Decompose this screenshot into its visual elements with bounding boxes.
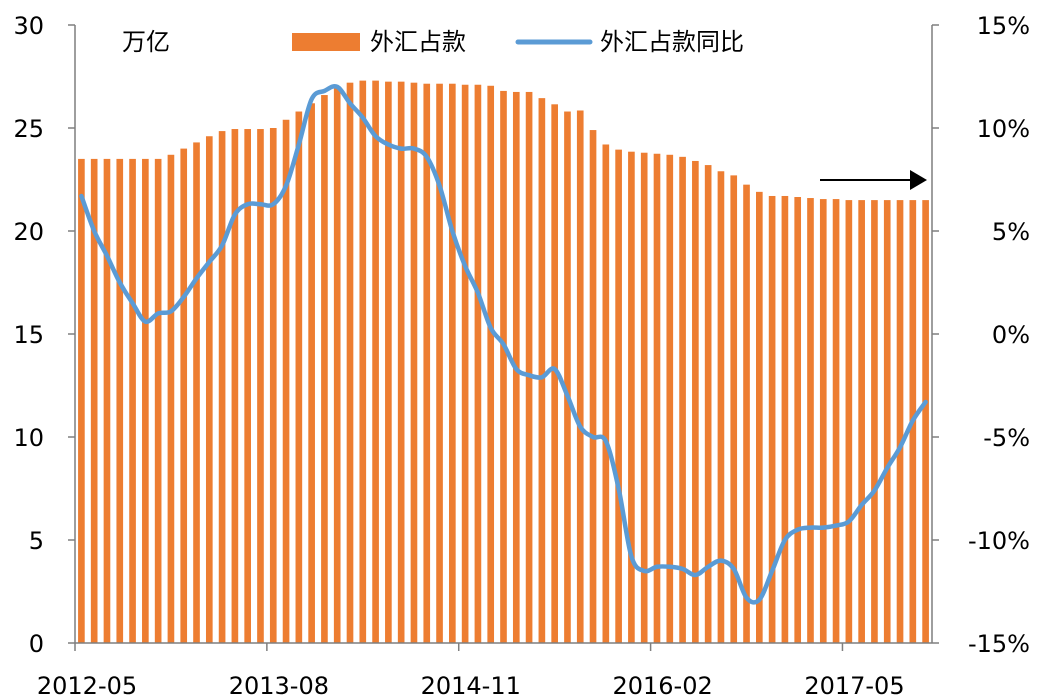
bar-2015-07 [564,111,571,643]
bar-2016-09 [743,184,750,643]
bar-2016-02 [653,153,661,643]
right-tick-label: -10% [968,527,1030,555]
left-tick-label: 0 [29,630,44,658]
bar-2014-03 [359,80,367,644]
bar-series [78,80,929,644]
bar-2015-11 [615,149,622,643]
bar-2013-09 [282,119,290,643]
bar-2016-04 [679,156,686,643]
bar-2013-01 [180,148,188,643]
line-series-yoy [79,84,928,605]
bar-2015-09 [589,130,597,643]
bar-2013-05 [231,129,239,643]
bar-2016-10 [756,191,763,644]
right-tick-label: 10% [977,115,1030,143]
bar-2015-06 [551,104,558,643]
bar-2014-05 [385,81,392,643]
bar-2013-02 [193,142,200,644]
legend-label-line: 外汇占款同比 [600,28,744,56]
bar-2013-06 [244,129,251,643]
tick-labels: 0 5 10 15 20 25 30 -15% -10% -5% 0% 5% 10% 15% 2012-05… [13,12,1030,700]
bar-2016-01 [640,152,648,643]
left-axis-unit-label: 万亿 [122,28,170,56]
legend-swatch-bar [292,33,360,51]
bar-2017-01 [794,197,802,643]
bar-2017-07 [871,200,878,643]
left-tick-label: 30 [13,12,44,40]
left-tick-label: 25 [13,115,44,143]
bar-2014-02 [346,82,354,644]
x-tick-label: 2014-11 [421,672,521,700]
bar-2014-04 [372,80,379,644]
right-tick-label: 15% [977,12,1030,40]
legend: 外汇占款 外汇占款同比 [292,28,744,56]
bar-2017-11 [922,200,929,643]
bar-2013-04 [218,131,226,643]
bar-2014-07 [410,82,418,644]
bar-2012-07 [103,158,111,643]
right-tick-label: -15% [968,630,1030,658]
bar-2015-12 [628,151,635,643]
bar-2017-09 [896,200,904,643]
bar-2012-05 [78,158,85,643]
bar-2013-12 [321,95,328,644]
bar-2012-09 [129,158,136,643]
bar-2013-07 [257,129,264,643]
x-tick-label: 2017-05 [804,672,904,700]
bar-2012-06 [90,158,98,643]
legend-label-bar: 外汇占款 [370,28,466,56]
bar-2014-01 [333,86,341,644]
bar-2013-08 [269,128,277,643]
bar-2016-11 [768,195,776,644]
bar-2017-06 [858,200,865,643]
bar-2017-02 [807,198,814,644]
left-tick-label: 10 [13,424,44,452]
bar-2015-04 [525,91,533,643]
x-tick-label: 2012-05 [37,672,137,700]
bar-2012-08 [116,158,124,643]
bar-2015-05 [538,98,546,643]
bar-2017-04 [832,199,840,643]
bar-2016-05 [692,160,699,643]
axes [68,24,939,651]
left-tick-label: 20 [13,218,44,246]
bar-2013-10 [295,111,303,643]
right-tick-label: 0% [992,321,1030,349]
bar-2014-11 [461,84,469,644]
arrow-annotation [820,170,927,190]
bar-2015-08 [576,110,584,644]
bar-2015-02 [500,90,507,644]
x-tick-label: 2013-08 [229,672,329,700]
bar-2014-12 [474,84,482,644]
bar-2015-01 [487,85,495,643]
x-tick-label: 2016-02 [612,672,712,700]
bar-2013-11 [308,103,315,643]
bar-2014-09 [436,83,443,643]
bar-2012-11 [154,158,162,643]
bar-2016-03 [666,154,674,643]
left-tick-label: 5 [29,527,44,555]
bar-2017-03 [819,199,827,643]
bar-2016-08 [730,175,738,643]
bar-2016-12 [781,195,789,644]
bar-2014-08 [423,83,431,643]
bar-2016-06 [704,165,712,643]
bar-2017-08 [883,200,891,643]
bar-2015-10 [602,144,610,644]
bar-2013-03 [205,136,213,644]
bar-2016-07 [717,171,725,643]
right-tick-label: -5% [983,424,1030,452]
left-tick-label: 15 [13,321,44,349]
bar-2012-12 [167,154,175,643]
bar-2014-06 [397,81,405,643]
bar-2014-10 [449,83,456,643]
right-tick-label: 5% [992,218,1030,246]
bar-2012-10 [142,158,149,643]
bar-2017-05 [845,200,853,643]
